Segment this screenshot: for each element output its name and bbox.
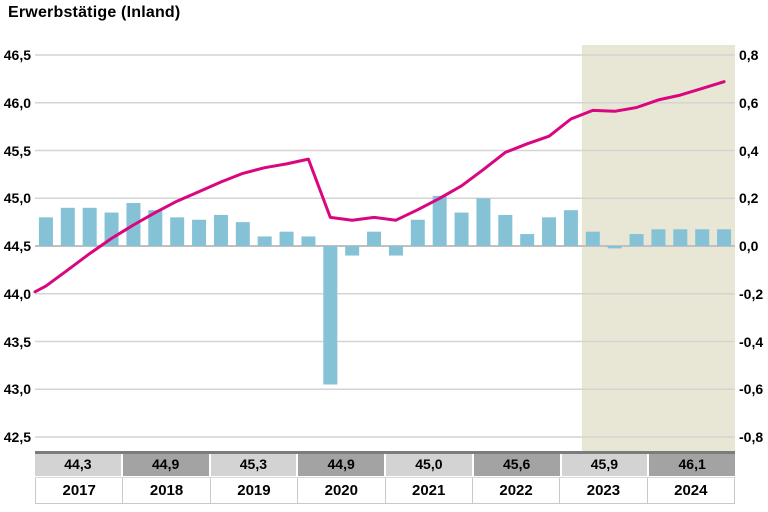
bar bbox=[388, 246, 403, 256]
right-axis-tick: 0,2 bbox=[739, 190, 759, 207]
year-value-cell: 46,1 bbox=[649, 454, 735, 476]
right-axis-tick: 0,8 bbox=[739, 47, 759, 63]
right-axis-tick: 0,6 bbox=[739, 94, 759, 111]
year-cell: 2017 bbox=[35, 478, 122, 503]
year-cell: 2024 bbox=[646, 478, 734, 503]
year-value-cell: 45,6 bbox=[473, 454, 560, 476]
bar bbox=[717, 229, 732, 246]
left-axis-tick: 46,5 bbox=[3, 47, 31, 63]
year-values-row: 44,3 44,9 45,3 44,9 45,0 45,6 45,9 46,1 bbox=[35, 451, 735, 476]
left-axis-tick: 44,0 bbox=[3, 285, 31, 302]
year-cell: 2020 bbox=[297, 478, 384, 503]
year-value-cell: 44,3 bbox=[35, 454, 121, 476]
year-cell: 2023 bbox=[559, 478, 646, 503]
left-axis-tick: 43,5 bbox=[3, 333, 31, 350]
year-value-cell: 45,9 bbox=[561, 454, 648, 476]
year-cell: 2022 bbox=[471, 478, 559, 503]
bar bbox=[213, 214, 228, 246]
bar bbox=[235, 222, 250, 246]
bar bbox=[629, 234, 644, 246]
right-axis-tick: -0,6 bbox=[739, 381, 764, 398]
years-row: 2017 2018 2019 2020 2021 2022 2023 2024 bbox=[35, 477, 735, 504]
year-value-cell: 44,9 bbox=[298, 454, 384, 476]
bar bbox=[454, 212, 469, 246]
bar bbox=[279, 231, 294, 246]
bar bbox=[520, 234, 535, 246]
right-axis-tick: -0,4 bbox=[739, 333, 764, 350]
left-axis-tick: 43,0 bbox=[3, 381, 31, 398]
right-axis-tick: 0,0 bbox=[739, 238, 759, 254]
right-axis-tick: -0,8 bbox=[739, 429, 764, 445]
bar bbox=[192, 219, 207, 246]
bar bbox=[323, 246, 338, 385]
bar bbox=[476, 198, 491, 246]
left-axis-tick: 45,0 bbox=[3, 190, 31, 207]
line-series bbox=[33, 80, 726, 294]
chart-title: Erwerbstätige (Inland) bbox=[8, 4, 181, 21]
bar bbox=[148, 210, 163, 246]
bar bbox=[673, 229, 688, 246]
bar bbox=[585, 231, 600, 246]
bar bbox=[563, 210, 578, 246]
bar bbox=[257, 236, 272, 246]
bar bbox=[60, 207, 75, 246]
left-axis-tick: 45,5 bbox=[3, 142, 31, 159]
year-value-cell: 44,9 bbox=[122, 454, 209, 476]
forecast-region bbox=[581, 45, 735, 451]
bar bbox=[367, 231, 382, 246]
bar bbox=[345, 246, 360, 256]
bar bbox=[432, 195, 447, 246]
bar bbox=[542, 217, 557, 246]
bar bbox=[410, 219, 425, 246]
bar bbox=[695, 229, 710, 246]
year-value-cell: 45,3 bbox=[210, 454, 297, 476]
left-axis-tick: 46,0 bbox=[3, 94, 31, 111]
bar bbox=[651, 229, 666, 246]
right-axis-tick: 0,4 bbox=[739, 142, 759, 159]
year-value-cell: 45,0 bbox=[386, 454, 472, 476]
year-cell: 2018 bbox=[122, 478, 209, 503]
bar bbox=[607, 246, 622, 249]
left-axis-tick: 44,5 bbox=[3, 238, 31, 254]
bar bbox=[38, 217, 53, 246]
left-axis-tick: 42,5 bbox=[3, 429, 31, 445]
bar bbox=[82, 207, 97, 246]
year-cell: 2021 bbox=[384, 478, 472, 503]
bar bbox=[301, 236, 316, 246]
bar bbox=[170, 217, 185, 246]
right-axis-tick: -0,2 bbox=[739, 285, 764, 302]
year-cell: 2019 bbox=[209, 478, 297, 503]
bar bbox=[498, 214, 513, 246]
